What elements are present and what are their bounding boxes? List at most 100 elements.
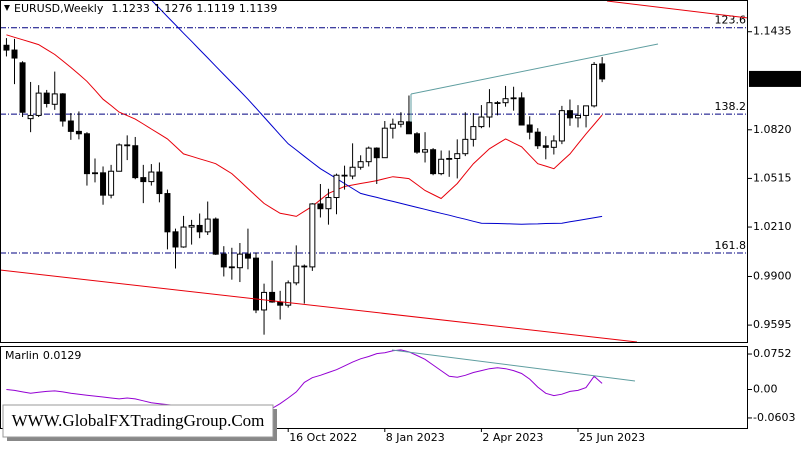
candle-body [43, 92, 50, 104]
candle-body [269, 291, 276, 303]
x-tick-label: 25 Jun 2023 [579, 431, 645, 444]
candle-body [164, 193, 171, 233]
candle-body [566, 110, 573, 119]
candle-body [389, 123, 396, 129]
candle-body [583, 105, 590, 116]
candle-body [365, 147, 372, 163]
candle-body [301, 265, 308, 268]
candle-body [244, 253, 251, 259]
indicator-frame [0, 346, 748, 429]
candle-body [116, 144, 123, 172]
fib-label: 161.8 [715, 239, 747, 252]
title: EURUSD,Weekly 1.1233 1.1276 1.1119 1.1139 [14, 2, 277, 15]
chart-title: EURUSD,Weekly 1.1233 1.1276 1.1119 1.1139 [4, 2, 277, 15]
candle-body [253, 257, 259, 311]
candle-body [397, 121, 404, 125]
candle-body [220, 253, 227, 268]
candle-body [550, 140, 557, 148]
trend-lines [0, 0, 748, 342]
watermark-box: WWW.GlobalFXTradingGroup.Com [2, 404, 277, 441]
candle-body [261, 291, 268, 311]
candle-body [349, 166, 356, 177]
candle-body [494, 102, 501, 104]
channel-line [0, 269, 638, 342]
x-tick-label: 8 Jan 2023 [386, 431, 445, 444]
candle-body [19, 62, 26, 113]
candle-body [3, 44, 10, 51]
candle-body [124, 144, 131, 147]
candle-body [293, 265, 300, 284]
candle-body [381, 127, 388, 159]
watermark-panel [2, 404, 274, 438]
candle-body [180, 226, 187, 248]
candle-body [100, 172, 107, 196]
oscillator-line [6, 349, 603, 415]
trend-line [410, 43, 659, 95]
candle-body [591, 63, 598, 107]
price-frame [0, 0, 748, 343]
candle-body [140, 177, 147, 183]
candle-body [277, 301, 284, 306]
symbol: EURUSD,Weekly [14, 2, 104, 15]
candle-body [204, 218, 211, 233]
x-tick-label: 2 Apr 2023 [482, 431, 543, 444]
candle-body [430, 149, 437, 175]
candle-body [575, 114, 581, 119]
trend-line [391, 349, 636, 382]
moving-average [150, 0, 603, 225]
close-value: 1.1139 [239, 2, 278, 15]
candle-body [462, 138, 469, 155]
axes: 123.6138.2161.81.14351.08201.05151.02100… [287, 14, 801, 444]
y-tick-label: 1.0210 [753, 220, 792, 233]
candle-body [148, 171, 155, 183]
candle-body [405, 121, 412, 135]
candle-body [59, 93, 66, 122]
candle-body [92, 172, 98, 175]
indicator-panel [6, 349, 603, 415]
channel-line [606, 0, 748, 19]
candle-body [75, 130, 82, 135]
x-tick-label: 16 Oct 2022 [289, 431, 357, 444]
candle-body [132, 145, 139, 179]
candle-body [502, 98, 509, 104]
candle-body [518, 97, 525, 126]
candle-body [357, 161, 364, 168]
candle-body [558, 110, 565, 142]
moving-average [6, 34, 603, 217]
watermark: WWW.GlobalFXTradingGroup.Com [12, 411, 265, 430]
candle-body [486, 102, 493, 118]
y-tick-label: -0.0603 [753, 411, 795, 424]
candle-body [414, 133, 420, 153]
price-box [749, 70, 801, 87]
candle-body [510, 97, 517, 100]
candle-body [172, 231, 179, 248]
candle-body [212, 218, 219, 255]
candle-body [51, 93, 58, 105]
candle-body [534, 131, 541, 147]
candle-body [156, 171, 163, 195]
y-tick-label: 0.9900 [753, 269, 792, 282]
candle-body [454, 153, 461, 159]
candle-body [446, 157, 453, 160]
title-icon [4, 5, 10, 11]
candle-body [341, 174, 348, 177]
candle-body [317, 203, 324, 210]
candle-body [325, 197, 332, 210]
indicator-value: 0.0129 [43, 349, 82, 362]
candle-body [478, 116, 485, 128]
candle-body [599, 63, 606, 80]
open-value: 1.1233 [111, 2, 150, 15]
y-tick-label: 1.1435 [753, 25, 792, 38]
candle-body [83, 133, 90, 175]
candle-body [196, 224, 203, 233]
candle-body [309, 203, 316, 268]
candle-body [35, 92, 42, 116]
candle-body [438, 158, 445, 175]
candle-body [422, 149, 429, 153]
candle-body [470, 126, 477, 140]
price-box-label: 1.1139 [753, 72, 792, 85]
indicator-name: Marlin [5, 349, 39, 362]
candle-body [67, 120, 74, 132]
